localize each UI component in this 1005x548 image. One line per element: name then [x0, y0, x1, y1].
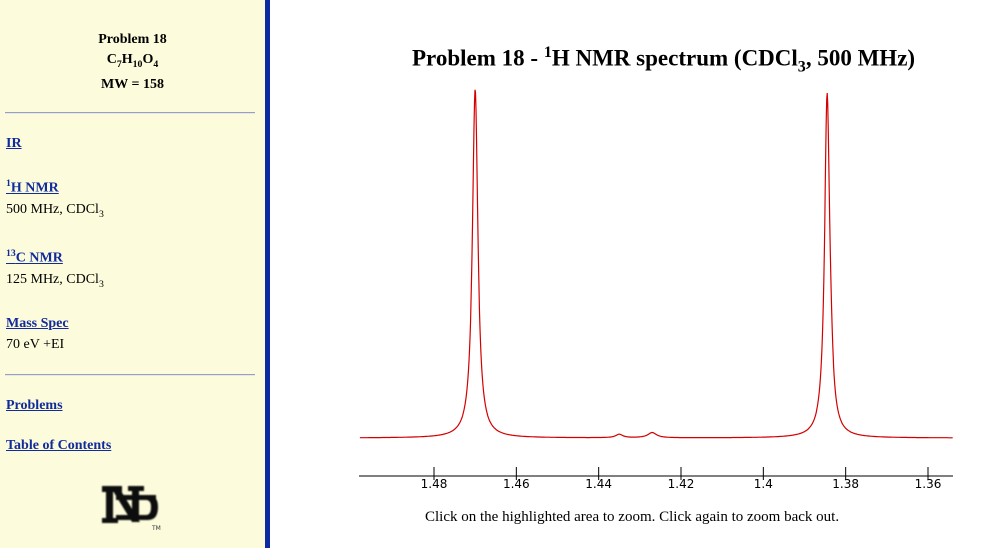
table-of-contents-link[interactable]: Table of Contents [6, 438, 112, 453]
notre-dame-logo-icon: TM [100, 482, 162, 537]
sidebar-divider-bar [265, 0, 270, 548]
spectrum-line[interactable] [359, 89, 953, 439]
zoom-instructions: Click on the highlighted area to zoom. C… [425, 509, 840, 525]
x-tick-label: 1.48 [421, 477, 448, 491]
x-tick-label: 1.4 [754, 477, 773, 491]
x-tick-label: 1.46 [503, 477, 530, 491]
h-nmr-conditions: 500 MHz, CDCl3 [6, 202, 104, 220]
x-tick-label: 1.36 [915, 477, 942, 491]
mass-spec-link[interactable]: Mass Spec [6, 316, 69, 331]
h-nmr-link[interactable]: 1H NMR [6, 178, 59, 196]
x-tick-label: 1.44 [585, 477, 612, 491]
mass-spec-conditions: 70 eV +EI [6, 337, 65, 352]
page-title: Problem 18 - 1H NMR spectrum (CDCl3, 500… [412, 44, 916, 76]
problem-title: Problem 18 [98, 32, 167, 47]
sidebar: Problem 18 C7H10O4 MW = 158 IR 1H NMR 50… [0, 0, 265, 548]
divider [5, 374, 255, 376]
molecular-weight: MW = 158 [101, 76, 164, 92]
ir-link[interactable]: IR [6, 136, 22, 151]
molecular-formula: C7H10O4 [106, 52, 159, 70]
divider [5, 112, 255, 114]
ppm-axis: 1.48 1.46 1.44 1.42 1.4 1.38 1.36 [359, 467, 953, 491]
problems-link[interactable]: Problems [6, 398, 63, 413]
svg-text:TM: TM [151, 525, 161, 532]
c-nmr-link[interactable]: 13C NMR [6, 248, 63, 266]
x-tick-label: 1.38 [832, 477, 859, 491]
nmr-spectrum-chart[interactable]: 1.48 1.46 1.44 1.42 1.4 1.38 1.36 [355, 82, 965, 492]
problem-info: Problem 18 C7H10O4 MW = 158 [0, 30, 265, 95]
c-nmr-conditions: 125 MHz, CDCl3 [6, 272, 104, 290]
x-tick-label: 1.42 [668, 477, 695, 491]
